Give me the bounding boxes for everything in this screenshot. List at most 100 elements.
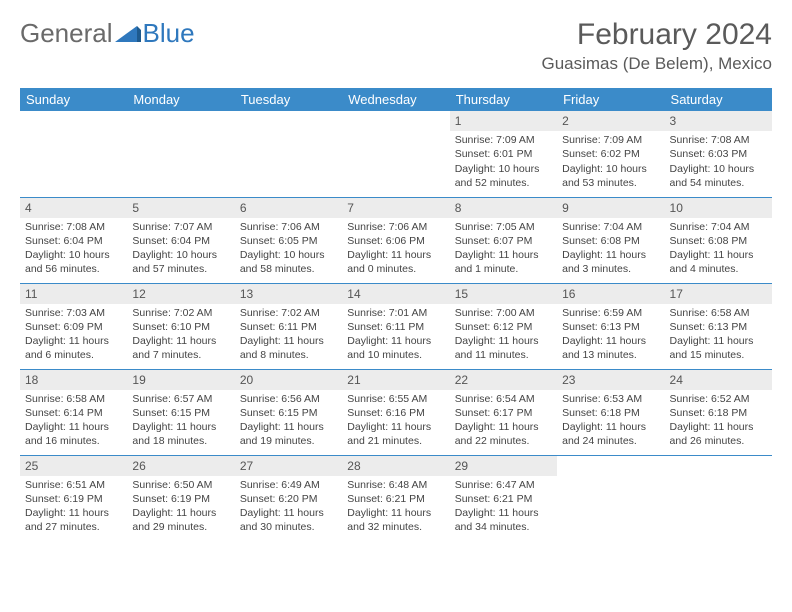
sunrise-text: Sunrise: 7:01 AM — [347, 306, 444, 320]
day-number: 21 — [342, 370, 449, 390]
sunset-text: Sunset: 6:10 PM — [132, 320, 229, 334]
day-number: 13 — [235, 284, 342, 304]
logo-text-general: General — [20, 18, 113, 49]
calendar-day-cell — [235, 111, 342, 197]
sunset-text: Sunset: 6:14 PM — [25, 406, 122, 420]
daylight-text: Daylight: 10 hours and 57 minutes. — [132, 248, 229, 276]
calendar-day-cell: 11Sunrise: 7:03 AMSunset: 6:09 PMDayligh… — [20, 283, 127, 369]
daylight-text: Daylight: 11 hours and 21 minutes. — [347, 420, 444, 448]
calendar-week-row: 11Sunrise: 7:03 AMSunset: 6:09 PMDayligh… — [20, 283, 772, 369]
calendar-day-cell: 16Sunrise: 6:59 AMSunset: 6:13 PMDayligh… — [557, 283, 664, 369]
sunrise-text: Sunrise: 7:04 AM — [670, 220, 767, 234]
daylight-text: Daylight: 11 hours and 19 minutes. — [240, 420, 337, 448]
day-number: 15 — [450, 284, 557, 304]
daylight-text: Daylight: 11 hours and 18 minutes. — [132, 420, 229, 448]
day-number: 9 — [557, 198, 664, 218]
sunset-text: Sunset: 6:06 PM — [347, 234, 444, 248]
sunset-text: Sunset: 6:11 PM — [347, 320, 444, 334]
daylight-text: Daylight: 11 hours and 4 minutes. — [670, 248, 767, 276]
sunrise-text: Sunrise: 6:58 AM — [25, 392, 122, 406]
month-title: February 2024 — [541, 18, 772, 52]
sunrise-text: Sunrise: 7:09 AM — [562, 133, 659, 147]
sunrise-text: Sunrise: 7:04 AM — [562, 220, 659, 234]
sunrise-text: Sunrise: 7:09 AM — [455, 133, 552, 147]
calendar-week-row: 18Sunrise: 6:58 AMSunset: 6:14 PMDayligh… — [20, 369, 772, 455]
sunset-text: Sunset: 6:18 PM — [670, 406, 767, 420]
calendar-day-cell: 25Sunrise: 6:51 AMSunset: 6:19 PMDayligh… — [20, 455, 127, 541]
day-number: 2 — [557, 111, 664, 131]
calendar-table: SundayMondayTuesdayWednesdayThursdayFrid… — [20, 88, 772, 541]
calendar-day-cell: 10Sunrise: 7:04 AMSunset: 6:08 PMDayligh… — [665, 197, 772, 283]
sunset-text: Sunset: 6:03 PM — [670, 147, 767, 161]
daylight-text: Daylight: 11 hours and 10 minutes. — [347, 334, 444, 362]
daylight-text: Daylight: 11 hours and 0 minutes. — [347, 248, 444, 276]
calendar-day-cell: 3Sunrise: 7:08 AMSunset: 6:03 PMDaylight… — [665, 111, 772, 197]
sunrise-text: Sunrise: 7:07 AM — [132, 220, 229, 234]
day-number: 17 — [665, 284, 772, 304]
calendar-week-row: 4Sunrise: 7:08 AMSunset: 6:04 PMDaylight… — [20, 197, 772, 283]
daylight-text: Daylight: 11 hours and 29 minutes. — [132, 506, 229, 534]
day-number: 14 — [342, 284, 449, 304]
day-number: 4 — [20, 198, 127, 218]
daylight-text: Daylight: 11 hours and 7 minutes. — [132, 334, 229, 362]
sunset-text: Sunset: 6:05 PM — [240, 234, 337, 248]
calendar-body: 1Sunrise: 7:09 AMSunset: 6:01 PMDaylight… — [20, 111, 772, 541]
weekday-header: Thursday — [450, 88, 557, 111]
sunrise-text: Sunrise: 6:53 AM — [562, 392, 659, 406]
daylight-text: Daylight: 11 hours and 16 minutes. — [25, 420, 122, 448]
daylight-text: Daylight: 10 hours and 53 minutes. — [562, 162, 659, 190]
daylight-text: Daylight: 11 hours and 34 minutes. — [455, 506, 552, 534]
calendar-day-cell: 19Sunrise: 6:57 AMSunset: 6:15 PMDayligh… — [127, 369, 234, 455]
calendar-day-cell: 4Sunrise: 7:08 AMSunset: 6:04 PMDaylight… — [20, 197, 127, 283]
logo: General Blue — [20, 18, 195, 49]
sunset-text: Sunset: 6:09 PM — [25, 320, 122, 334]
calendar-day-cell: 5Sunrise: 7:07 AMSunset: 6:04 PMDaylight… — [127, 197, 234, 283]
location: Guasimas (De Belem), Mexico — [541, 54, 772, 74]
calendar-day-cell: 6Sunrise: 7:06 AMSunset: 6:05 PMDaylight… — [235, 197, 342, 283]
sunrise-text: Sunrise: 6:49 AM — [240, 478, 337, 492]
daylight-text: Daylight: 11 hours and 1 minute. — [455, 248, 552, 276]
sunset-text: Sunset: 6:20 PM — [240, 492, 337, 506]
sunrise-text: Sunrise: 6:58 AM — [670, 306, 767, 320]
sunrise-text: Sunrise: 7:02 AM — [240, 306, 337, 320]
sunrise-text: Sunrise: 6:59 AM — [562, 306, 659, 320]
day-number: 1 — [450, 111, 557, 131]
day-number: 24 — [665, 370, 772, 390]
weekday-header: Wednesday — [342, 88, 449, 111]
day-number: 29 — [450, 456, 557, 476]
day-number: 11 — [20, 284, 127, 304]
daylight-text: Daylight: 11 hours and 27 minutes. — [25, 506, 122, 534]
header: General Blue February 2024 Guasimas (De … — [20, 18, 772, 74]
logo-text-blue: Blue — [143, 18, 195, 49]
day-number: 20 — [235, 370, 342, 390]
day-number: 6 — [235, 198, 342, 218]
day-number: 16 — [557, 284, 664, 304]
sunset-text: Sunset: 6:13 PM — [670, 320, 767, 334]
daylight-text: Daylight: 11 hours and 32 minutes. — [347, 506, 444, 534]
sunrise-text: Sunrise: 6:52 AM — [670, 392, 767, 406]
calendar-day-cell — [20, 111, 127, 197]
calendar-day-cell — [557, 455, 664, 541]
sunrise-text: Sunrise: 6:51 AM — [25, 478, 122, 492]
calendar-day-cell: 26Sunrise: 6:50 AMSunset: 6:19 PMDayligh… — [127, 455, 234, 541]
calendar-day-cell: 29 Sunrise: 6:47 AMSunset: 6:21 PMDayligh… — [450, 455, 557, 541]
calendar-day-cell: 21Sunrise: 6:55 AMSunset: 6:16 PMDayligh… — [342, 369, 449, 455]
day-number: 26 — [127, 456, 234, 476]
sunset-text: Sunset: 6:21 PM — [455, 492, 552, 506]
calendar-day-cell: 27Sunrise: 6:49 AMSunset: 6:20 PMDayligh… — [235, 455, 342, 541]
sunrise-text: Sunrise: 6:47 AM — [455, 478, 552, 492]
calendar-day-cell: 12Sunrise: 7:02 AMSunset: 6:10 PMDayligh… — [127, 283, 234, 369]
day-number: 27 — [235, 456, 342, 476]
triangle-icon — [115, 24, 141, 44]
sunset-text: Sunset: 6:17 PM — [455, 406, 552, 420]
calendar-day-cell: 1Sunrise: 7:09 AMSunset: 6:01 PMDaylight… — [450, 111, 557, 197]
sunrise-text: Sunrise: 7:06 AM — [347, 220, 444, 234]
day-number: 5 — [127, 198, 234, 218]
sunrise-text: Sunrise: 7:08 AM — [670, 133, 767, 147]
sunrise-text: Sunrise: 6:50 AM — [132, 478, 229, 492]
sunset-text: Sunset: 6:08 PM — [670, 234, 767, 248]
calendar-day-cell: 17Sunrise: 6:58 AMSunset: 6:13 PMDayligh… — [665, 283, 772, 369]
daylight-text: Daylight: 10 hours and 56 minutes. — [25, 248, 122, 276]
calendar-day-cell: 20Sunrise: 6:56 AMSunset: 6:15 PMDayligh… — [235, 369, 342, 455]
sunrise-text: Sunrise: 7:05 AM — [455, 220, 552, 234]
